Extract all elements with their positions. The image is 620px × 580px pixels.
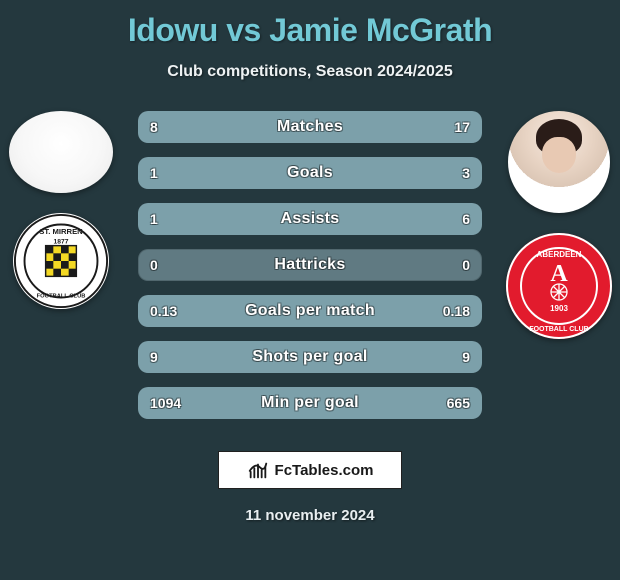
club-crest-right: ABERDEEN FOOTBALL CLUB A 1903 <box>506 233 612 339</box>
stat-label: Assists <box>138 203 482 235</box>
svg-text:1903: 1903 <box>550 304 568 313</box>
stmirren-crest-icon: ST. MIRREN FOOTBALL CLUB 1877 <box>13 213 109 309</box>
comparison-card: Idowu vs Jamie McGrath Club competitions… <box>0 0 620 580</box>
fctables-logo-icon <box>247 459 269 481</box>
left-player-column: ST. MIRREN FOOTBALL CLUB 1877 <box>6 111 116 309</box>
player-avatar-right <box>508 111 610 213</box>
attribution-badge: FcTables.com <box>218 451 402 489</box>
svg-text:FOOTBALL CLUB: FOOTBALL CLUB <box>529 326 588 333</box>
svg-text:FOOTBALL CLUB: FOOTBALL CLUB <box>37 293 86 299</box>
stat-row: 16Assists <box>138 203 482 235</box>
svg-text:1877: 1877 <box>54 239 69 246</box>
card-subtitle: Club competitions, Season 2024/2025 <box>0 63 620 81</box>
stat-bars: 817Matches 13Goals 16Assists 00Hattricks 0.1… <box>138 111 482 419</box>
stat-row: 13Goals <box>138 157 482 189</box>
stat-row: 00Hattricks <box>138 249 482 281</box>
player-avatar-left <box>9 111 113 193</box>
svg-text:ST. MIRREN: ST. MIRREN <box>39 227 83 236</box>
club-crest-left: ST. MIRREN FOOTBALL CLUB 1877 <box>13 213 109 309</box>
stat-row: 817Matches <box>138 111 482 143</box>
content-area: ST. MIRREN FOOTBALL CLUB 1877 <box>0 111 620 431</box>
stat-label: Shots per goal <box>138 341 482 373</box>
card-title: Idowu vs Jamie McGrath <box>0 12 620 49</box>
svg-text:A: A <box>550 261 568 287</box>
stat-label: Matches <box>138 111 482 143</box>
stat-label: Goals <box>138 157 482 189</box>
svg-text:ABERDEEN: ABERDEEN <box>537 250 582 259</box>
stat-label: Hattricks <box>138 249 482 281</box>
right-player-column: ABERDEEN FOOTBALL CLUB A 1903 <box>504 111 614 339</box>
stat-label: Goals per match <box>138 295 482 327</box>
stat-row: 0.130.18Goals per match <box>138 295 482 327</box>
card-date: 11 november 2024 <box>0 507 620 524</box>
attribution-text: FcTables.com <box>275 462 374 479</box>
stat-row: 1094665Min per goal <box>138 387 482 419</box>
stat-label: Min per goal <box>138 387 482 419</box>
aberdeen-crest-icon: ABERDEEN FOOTBALL CLUB A 1903 <box>506 233 612 339</box>
stat-row: 99Shots per goal <box>138 341 482 373</box>
